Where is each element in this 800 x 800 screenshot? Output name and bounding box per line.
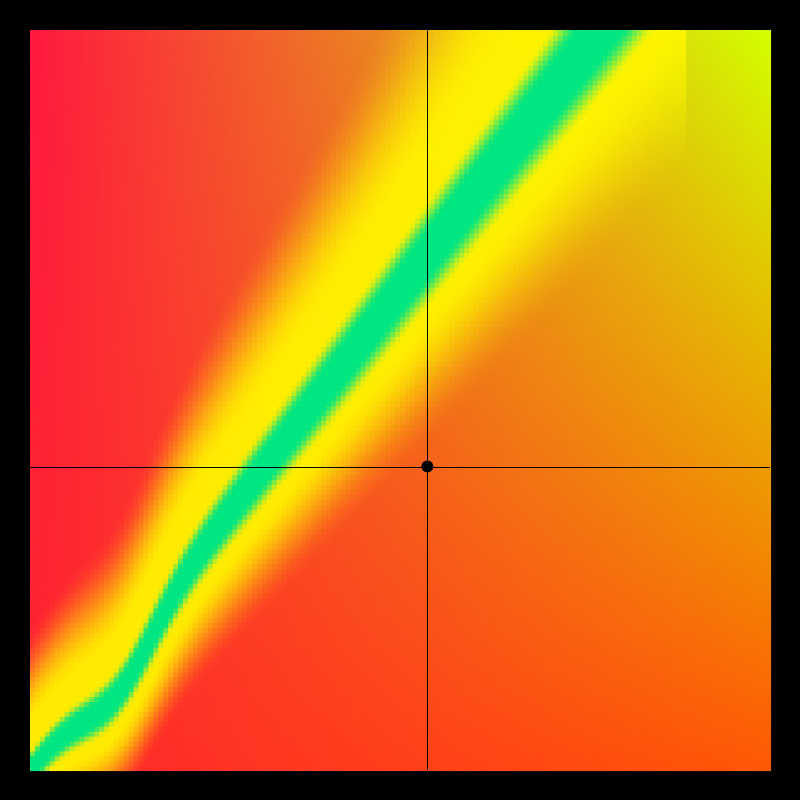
chart-container: TheBottleneck.com [0,0,800,800]
heatmap-canvas [0,0,800,800]
watermark-text: TheBottleneck.com [549,4,770,32]
